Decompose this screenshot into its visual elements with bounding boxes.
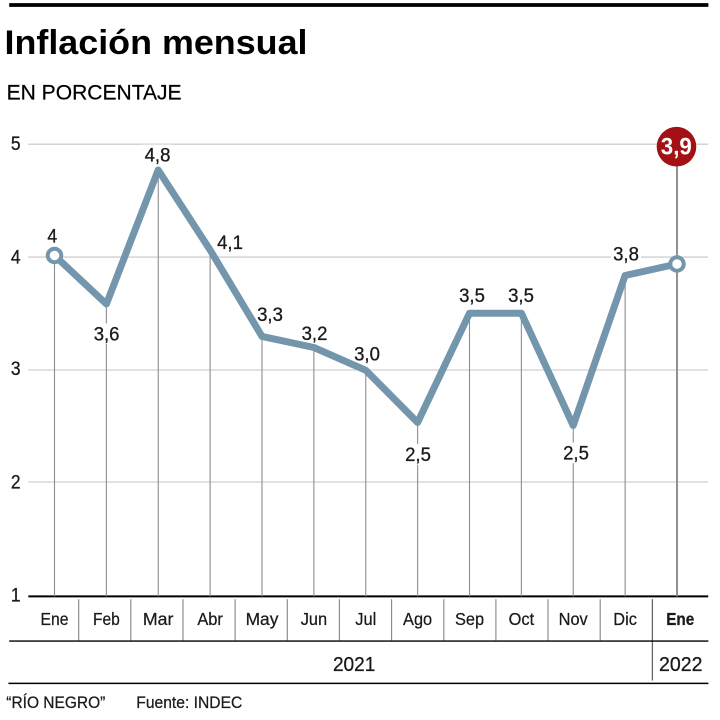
svg-text:3,9: 3,9 — [661, 134, 692, 161]
svg-text:4,1: 4,1 — [217, 233, 243, 254]
svg-text:Nov: Nov — [559, 609, 588, 629]
svg-text:Feb: Feb — [93, 609, 120, 629]
svg-text:3,5: 3,5 — [459, 286, 485, 307]
svg-text:4,8: 4,8 — [145, 146, 171, 167]
svg-text:EN PORCENTAJE: EN PORCENTAJE — [7, 81, 182, 105]
svg-text:Ene: Ene — [666, 609, 694, 629]
svg-text:Inflación mensual: Inflación mensual — [5, 24, 308, 62]
svg-text:Fuente: INDEC: Fuente: INDEC — [136, 693, 242, 712]
svg-text:3,2: 3,2 — [302, 324, 328, 345]
svg-text:Oct: Oct — [509, 609, 535, 629]
svg-text:Sep: Sep — [455, 609, 484, 629]
svg-text:2: 2 — [11, 472, 21, 493]
svg-text:May: May — [246, 609, 279, 629]
svg-text:2022: 2022 — [659, 653, 703, 676]
svg-text:3,5: 3,5 — [508, 286, 534, 307]
svg-text:Ene: Ene — [41, 609, 69, 629]
svg-text:5: 5 — [11, 134, 21, 155]
svg-text:4: 4 — [11, 248, 21, 269]
svg-text:Mar: Mar — [143, 609, 174, 629]
svg-text:3,3: 3,3 — [257, 305, 283, 326]
svg-text:Jul: Jul — [355, 609, 376, 629]
svg-text:3,8: 3,8 — [613, 245, 639, 266]
svg-text:2021: 2021 — [333, 653, 376, 676]
svg-text:Ago: Ago — [403, 609, 432, 629]
svg-text:Jun: Jun — [301, 609, 327, 629]
svg-text:1: 1 — [11, 586, 21, 607]
svg-text:2,5: 2,5 — [405, 445, 431, 466]
svg-text:3,6: 3,6 — [94, 324, 120, 345]
svg-text:“RÍO NEGRO”: “RÍO NEGRO” — [6, 693, 105, 712]
svg-text:2,5: 2,5 — [563, 444, 589, 465]
svg-text:3,0: 3,0 — [354, 345, 380, 366]
svg-text:Abr: Abr — [197, 609, 223, 629]
svg-text:Dic: Dic — [613, 609, 637, 629]
svg-text:4: 4 — [47, 227, 57, 248]
svg-text:3: 3 — [11, 359, 21, 380]
